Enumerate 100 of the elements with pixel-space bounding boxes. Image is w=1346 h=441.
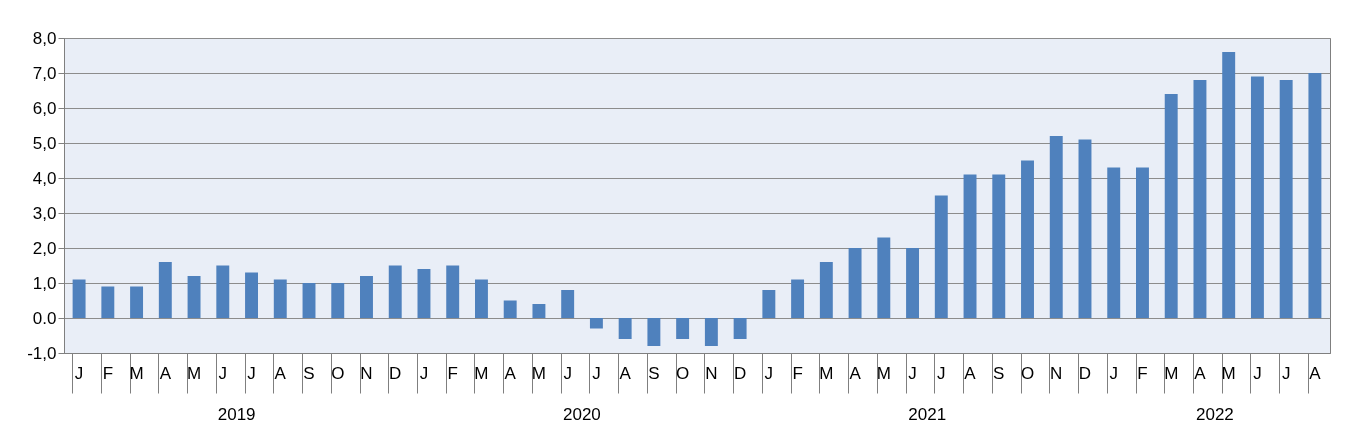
x-tick-label: J: [247, 363, 256, 383]
y-tick-label: 1,0: [32, 273, 57, 293]
bar: [245, 272, 258, 318]
x-tick-label: J: [563, 363, 572, 383]
x-tick-label: S: [648, 363, 660, 383]
x-tick-label: O: [1020, 363, 1035, 383]
bar: [762, 290, 776, 318]
x-tick-label: D: [733, 363, 747, 383]
bar: [417, 269, 431, 318]
x-tick-label: J: [1253, 363, 1262, 383]
x-tick-label: J: [218, 363, 228, 383]
bar: [216, 265, 230, 318]
x-tick-label: A: [964, 363, 977, 383]
x-tick-label: A: [1309, 363, 1322, 383]
x-tick-label: A: [504, 363, 517, 383]
y-tick-label: 2,0: [32, 238, 57, 258]
bar: [1164, 94, 1178, 318]
bar: [906, 248, 920, 318]
bar: [733, 318, 747, 339]
x-tick-label: M: [1164, 363, 1179, 383]
text: 2020: [563, 405, 601, 424]
x-tick-label: A: [159, 363, 172, 383]
bar: [1193, 80, 1207, 318]
x-tick-label: M: [876, 363, 891, 383]
x-tick-label: N: [1050, 363, 1063, 383]
x-tick-label: J: [1281, 363, 1291, 383]
bar: [388, 265, 402, 318]
bar: [647, 318, 661, 346]
x-tick-label: A: [619, 363, 632, 383]
x-tick-label: J: [419, 363, 429, 383]
x-tick-label: F: [1137, 363, 1148, 383]
x-tick-label: O: [331, 363, 345, 383]
bar: [360, 276, 373, 318]
x-tick-label: J: [1109, 363, 1118, 383]
bar: [532, 304, 546, 318]
bar: [1107, 167, 1121, 318]
y-tick-label: 4,0: [32, 168, 57, 188]
x-tick-label: S: [993, 363, 1005, 383]
x-tick-label: N: [360, 363, 373, 383]
bar: [1308, 73, 1322, 318]
x-tick-label: F: [792, 363, 803, 383]
x-tick-label: S: [303, 363, 315, 383]
bar: [1250, 76, 1264, 318]
bar: [589, 318, 603, 329]
y-tick-label: 7,0: [32, 63, 57, 83]
bar: [934, 195, 948, 318]
x-tick-label: D: [389, 363, 402, 383]
y-tick-label: 3,0: [32, 203, 57, 223]
x-tick-label: M: [1221, 363, 1236, 383]
bar: [101, 286, 115, 318]
x-tick-label: M: [474, 363, 489, 383]
bar: [474, 279, 488, 318]
x-tick-label: F: [102, 363, 114, 383]
bar: [1222, 52, 1236, 318]
x-tick-label: M: [819, 363, 834, 383]
x-tick-label: M: [531, 363, 547, 383]
bar: [877, 237, 891, 318]
bar: [273, 279, 287, 318]
bar: [187, 276, 201, 318]
bar: [1049, 136, 1063, 318]
bar: [676, 318, 690, 339]
bar: [1136, 167, 1149, 318]
x-tick-label: J: [908, 363, 917, 383]
x-tick-label: J: [592, 363, 601, 383]
text: 2021: [908, 405, 947, 424]
bar: [158, 262, 172, 318]
bar: [992, 174, 1006, 318]
y-tick-label: 6,0: [32, 98, 57, 118]
x-tick-label: F: [447, 363, 458, 383]
x-tick-label: A: [274, 363, 287, 383]
bar: [561, 290, 575, 318]
bar: [130, 286, 144, 318]
bar: [848, 248, 862, 318]
x-tick-label: J: [937, 363, 946, 383]
bar: [791, 279, 805, 318]
y-tick-label: -1,0: [27, 343, 57, 363]
x-tick-label: D: [1078, 363, 1092, 383]
bar: [819, 262, 833, 318]
bar: [331, 283, 345, 318]
text: 2019: [217, 405, 256, 424]
bar: [1078, 139, 1092, 318]
y-tick-label: 8,0: [32, 28, 57, 48]
x-tick-label: M: [186, 363, 202, 383]
x-tick-label: M: [129, 363, 144, 383]
x-tick-label: A: [1194, 363, 1207, 383]
bar: [503, 300, 517, 318]
y-tick-label: 5,0: [32, 133, 57, 153]
bar: [1279, 80, 1293, 318]
bar: [963, 174, 977, 318]
x-tick-label: O: [676, 363, 690, 383]
x-tick-label: J: [74, 363, 84, 383]
x-tick-label: A: [849, 363, 862, 383]
y-tick-label: 0.0: [32, 308, 57, 328]
x-tick-label: N: [705, 363, 718, 383]
text: 2022: [1195, 405, 1234, 424]
x-tick-label: J: [764, 363, 774, 383]
bar: [446, 265, 460, 318]
bar: [1021, 160, 1034, 318]
bar: [72, 279, 86, 318]
bar: [302, 283, 316, 318]
